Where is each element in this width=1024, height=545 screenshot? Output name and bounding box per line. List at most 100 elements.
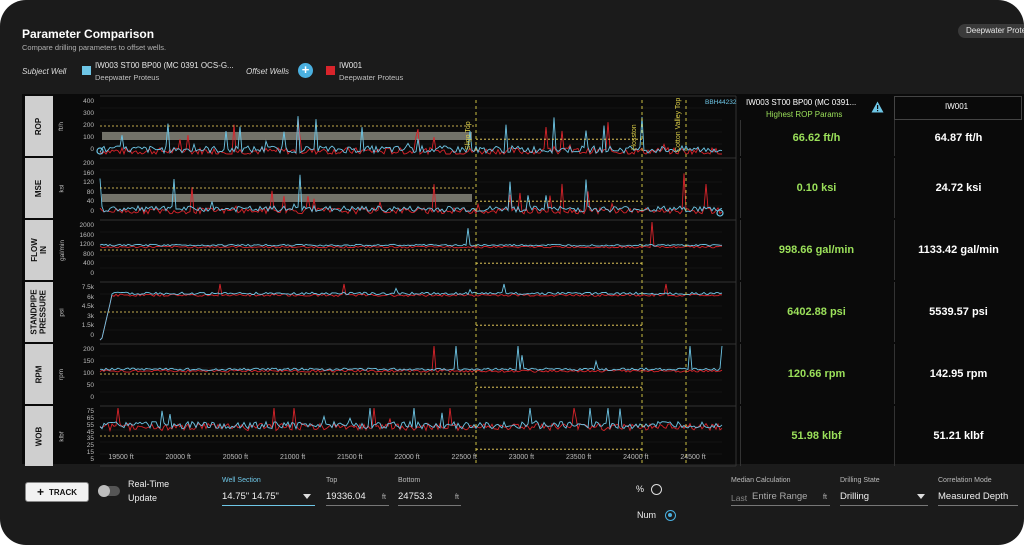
correlation-mode-label: Correlation Mode <box>938 477 992 484</box>
y-tick-label: 400 <box>83 98 94 105</box>
realtime-label-2: Update <box>128 493 158 503</box>
offset-median-value: 64.87 ft/h <box>894 120 1022 156</box>
y-tick-label: 200 <box>83 122 94 129</box>
offset-column-header: IW001 <box>894 96 1022 120</box>
top-label: Top <box>326 477 338 484</box>
y-tick-label: 1.5k <box>81 322 94 330</box>
y-tick-label: 300 <box>83 110 94 117</box>
x-tick-label: 22500 ft <box>451 454 477 461</box>
add-offset-well-button[interactable]: + <box>298 63 313 78</box>
subject-column-note: Highest ROP Params <box>766 110 843 119</box>
track-label-mse[interactable]: MSE <box>25 158 53 218</box>
offset-median-value: 5539.57 psi <box>894 282 1022 342</box>
page-subtitle: Compare drilling parameters to offset we… <box>22 43 167 52</box>
offset-series-line <box>99 173 723 215</box>
y-tick-label: 100 <box>83 134 94 141</box>
offset-series-line <box>99 283 723 341</box>
subject-series-line <box>99 174 723 214</box>
y-tick-label: 65 <box>86 414 94 422</box>
subject-series-line <box>100 345 723 371</box>
subject-median-value: 6402.88 psi <box>740 282 892 342</box>
bottom-unit: ft <box>455 494 459 501</box>
y-tick-label: 3k <box>87 312 94 320</box>
plot-overlay-label: BBH44232 <box>705 99 737 106</box>
y-tick-label: 7.5k <box>81 284 94 291</box>
y-tick-label: 35 <box>86 435 94 443</box>
x-tick-label: 23500 ft <box>565 454 592 461</box>
correlation-mode-select[interactable]: Measured Depth <box>938 491 1009 502</box>
subject-median-value: 66.62 ft/h <box>740 120 892 156</box>
percent-label: % <box>636 484 645 494</box>
offset-column-name: IW001 <box>945 102 969 111</box>
realtime-label-1: Real-Time <box>128 479 170 489</box>
num-radio[interactable] <box>665 510 676 521</box>
subject-median-value: 51.98 klbf <box>740 406 892 466</box>
track-label-rpm[interactable]: RPM <box>25 344 53 404</box>
drilling-state-select[interactable]: Drilling <box>840 491 870 502</box>
bottom-depth-input[interactable]: 24753.3 <box>398 491 433 502</box>
y-tick-label: 1200 <box>79 241 94 249</box>
y-tick-label: 0 <box>90 332 94 339</box>
offset-well-rig: Deepwater Proteus <box>339 73 404 82</box>
subject-well-rig: Deepwater Proteus <box>95 73 160 82</box>
y-tick-label: 1600 <box>79 231 94 239</box>
y-tick-label: 55 <box>86 421 94 429</box>
y-tick-label: 80 <box>86 188 94 196</box>
offset-series-line <box>99 221 723 249</box>
subject-column-name: IW003 ST00 BP00 (MC 0391... <box>746 98 857 107</box>
chevron-down-icon[interactable] <box>303 494 311 499</box>
x-tick-label: 21000 ft <box>279 454 306 461</box>
subject-column-header: IW003 ST00 BP00 (MC 0391... Highest ROP … <box>740 96 892 120</box>
warning-triangle-icon[interactable] <box>871 101 884 113</box>
subject-well-name[interactable]: IW003 ST00 BP00 (MC 0391 OCS-G... <box>95 61 234 70</box>
median-range-input[interactable]: Entire Range <box>752 491 808 502</box>
chevron-down-icon[interactable] <box>917 494 925 499</box>
track-label-wob[interactable]: WOB <box>25 406 53 466</box>
add-track-button[interactable]: + TRACK <box>25 482 89 502</box>
plus-icon: + <box>301 62 310 77</box>
x-tick-label: 23000 ft <box>508 454 535 461</box>
median-prefix: Last <box>731 493 748 503</box>
subject-series-line <box>99 283 723 341</box>
subject-color-swatch <box>82 66 91 75</box>
rig-selector-chip[interactable]: Deepwater Proteus <box>958 24 1024 38</box>
median-band <box>102 132 472 140</box>
track-label-rop[interactable]: ROP <box>25 96 53 156</box>
tracks-panel <box>22 94 1024 464</box>
top-depth-input[interactable]: 19336.04 <box>326 491 366 502</box>
track-label-standpipe-pressure[interactable]: STANDPIPE PRESSURE <box>25 282 53 342</box>
num-label: Num <box>637 510 657 520</box>
range-handle[interactable] <box>716 209 724 217</box>
formation-marker-label: Cotton Valley Top <box>675 98 682 152</box>
formation-marker-label: Sligo Top <box>465 121 472 150</box>
y-tick-label: 0 <box>90 208 94 215</box>
offset-median-value: 24.72 ksi <box>894 158 1022 218</box>
subject-series-line <box>99 116 723 155</box>
depth-plot[interactable]: Sligo Top Hosston Cotton Valley Top BBH4423… <box>0 0 1024 470</box>
bottom-label: Bottom <box>398 477 421 484</box>
add-track-label: TRACK <box>49 487 77 497</box>
offset-well-name[interactable]: IW001 <box>339 61 363 70</box>
percent-radio[interactable] <box>651 484 662 495</box>
well-section-label: Well Section <box>222 477 261 484</box>
subject-median-value: 998.66 gal/min <box>740 220 892 280</box>
subject-series-line <box>99 228 723 247</box>
subject-well-label: Subject Well <box>22 67 67 76</box>
x-tick-label: 21500 ft <box>337 454 363 461</box>
x-tick-label: 22000 ft <box>394 454 420 461</box>
y-tick-label: 5 <box>90 456 94 463</box>
x-tick-label: 19500 ft <box>108 454 134 461</box>
y-tick-label: 120 <box>83 179 94 187</box>
y-tick-label: 400 <box>83 260 94 268</box>
y-tick-label: 0 <box>90 270 94 277</box>
offset-series-line <box>99 407 723 433</box>
y-tick-label: 45 <box>86 428 94 436</box>
subject-median-value: 120.66 rpm <box>740 344 892 404</box>
y-tick-label: 150 <box>83 358 94 365</box>
range-handle[interactable] <box>96 147 104 155</box>
track-label-flow-in[interactable]: FLOW IN <box>25 220 53 280</box>
realtime-toggle[interactable] <box>98 485 120 497</box>
well-section-value[interactable]: 14.75" 14.75" <box>222 491 279 502</box>
y-tick-label: 25 <box>86 442 94 450</box>
